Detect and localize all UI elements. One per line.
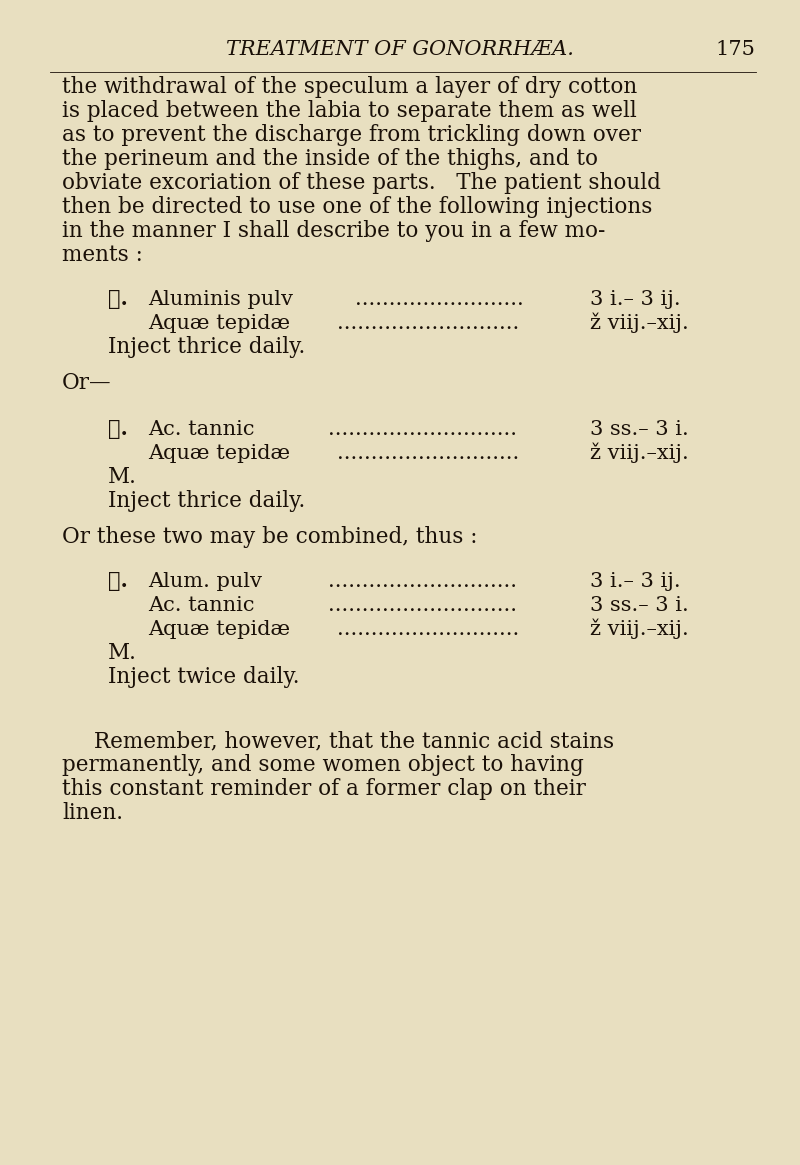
Text: ž viij.–xij.: ž viij.–xij. bbox=[590, 443, 689, 463]
Text: the perineum and the inside of the thighs, and to: the perineum and the inside of the thigh… bbox=[62, 148, 598, 170]
Text: 3 i.– 3 ij.: 3 i.– 3 ij. bbox=[590, 290, 681, 309]
Text: Inject thrice daily.: Inject thrice daily. bbox=[108, 490, 306, 511]
Text: M.: M. bbox=[108, 466, 137, 488]
Text: ............................: ............................ bbox=[328, 572, 518, 591]
Text: ℞.: ℞. bbox=[108, 419, 128, 439]
Text: Remember, however, that the tannic acid stains: Remember, however, that the tannic acid … bbox=[94, 730, 614, 751]
Text: ...........................: ........................... bbox=[338, 620, 519, 638]
Text: ž viij.–xij.: ž viij.–xij. bbox=[590, 619, 689, 638]
Text: Aquæ tepidæ: Aquæ tepidæ bbox=[148, 444, 290, 463]
Text: ............................: ............................ bbox=[328, 421, 518, 439]
Text: Ac. tannic: Ac. tannic bbox=[148, 596, 254, 615]
Text: this constant reminder of a former clap on their: this constant reminder of a former clap … bbox=[62, 778, 586, 800]
Text: as to prevent the discharge from trickling down over: as to prevent the discharge from trickli… bbox=[62, 123, 641, 146]
Text: Ac. tannic: Ac. tannic bbox=[148, 421, 254, 439]
Text: ............................: ............................ bbox=[328, 596, 518, 615]
Text: ...........................: ........................... bbox=[338, 444, 519, 463]
Text: linen.: linen. bbox=[62, 802, 123, 824]
Text: 3 i.– 3 ij.: 3 i.– 3 ij. bbox=[590, 572, 681, 591]
Text: ℞.: ℞. bbox=[108, 289, 128, 309]
Text: 3 ss.– 3 i.: 3 ss.– 3 i. bbox=[590, 421, 689, 439]
Text: TREATMENT OF GONORRHÆA.: TREATMENT OF GONORRHÆA. bbox=[226, 40, 574, 59]
Text: then be directed to use one of the following injections: then be directed to use one of the follo… bbox=[62, 196, 652, 218]
Text: Aluminis pulv: Aluminis pulv bbox=[148, 290, 293, 309]
Text: 175: 175 bbox=[715, 40, 755, 59]
Text: Aquæ tepidæ: Aquæ tepidæ bbox=[148, 315, 290, 333]
Text: M.: M. bbox=[108, 642, 137, 664]
Text: .........................: ......................... bbox=[355, 290, 524, 309]
Text: Inject twice daily.: Inject twice daily. bbox=[108, 666, 299, 689]
Text: ments :: ments : bbox=[62, 243, 143, 266]
Text: Inject thrice daily.: Inject thrice daily. bbox=[108, 336, 306, 358]
Text: ...........................: ........................... bbox=[338, 315, 519, 333]
Text: is placed between the labia to separate them as well: is placed between the labia to separate … bbox=[62, 100, 637, 122]
Text: permanently, and some women object to having: permanently, and some women object to ha… bbox=[62, 754, 584, 776]
Text: Aquæ tepidæ: Aquæ tepidæ bbox=[148, 620, 290, 638]
Text: Or these two may be combined, thus :: Or these two may be combined, thus : bbox=[62, 527, 478, 548]
Text: the withdrawal of the speculum a layer of dry cotton: the withdrawal of the speculum a layer o… bbox=[62, 76, 638, 98]
Text: Or—: Or— bbox=[62, 372, 112, 394]
Text: obviate excoriation of these parts.   The patient should: obviate excoriation of these parts. The … bbox=[62, 172, 661, 195]
Text: in the manner I shall describe to you in a few mo-: in the manner I shall describe to you in… bbox=[62, 220, 606, 242]
Text: 3 ss.– 3 i.: 3 ss.– 3 i. bbox=[590, 596, 689, 615]
Text: ℞.: ℞. bbox=[108, 571, 128, 591]
Text: Alum. pulv: Alum. pulv bbox=[148, 572, 262, 591]
Text: ž viij.–xij.: ž viij.–xij. bbox=[590, 312, 689, 333]
